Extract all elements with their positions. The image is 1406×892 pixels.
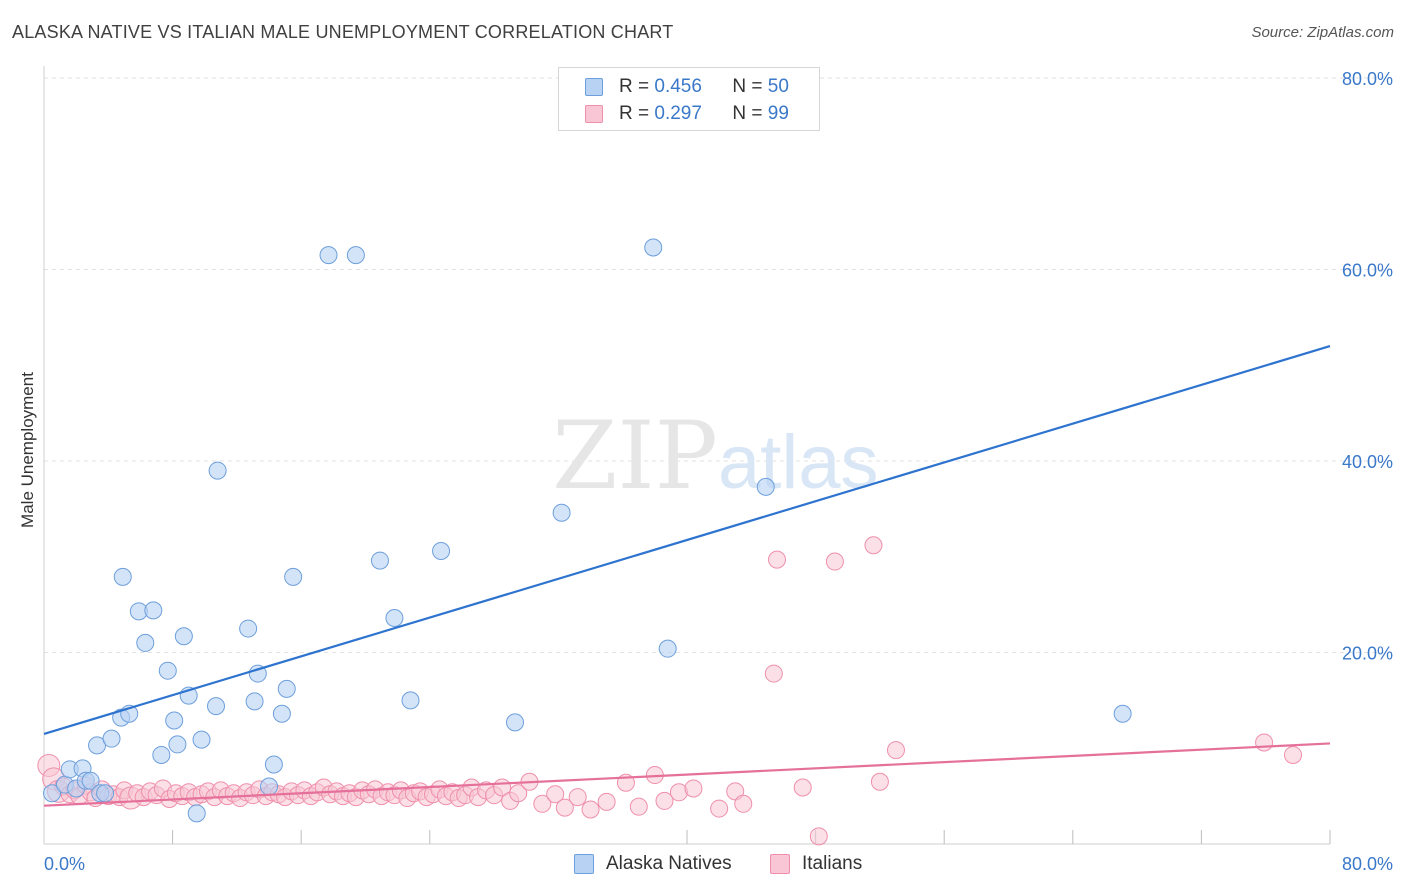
legend-n-value-alaska: 50 <box>767 76 789 97</box>
italians-point <box>568 788 587 807</box>
alaska-natives-point <box>264 755 283 774</box>
trend-lines <box>43 345 1331 807</box>
legend-row-alaska-natives: R = 0.456 N = 50 <box>585 75 789 99</box>
legend-swatch-blue <box>585 78 603 96</box>
legend-n-label: N = <box>732 76 763 97</box>
chart-title: ALASKA NATIVE VS ITALIAN MALE UNEMPLOYME… <box>12 22 674 42</box>
legend-n-value-italians: 99 <box>767 103 789 124</box>
italians-point <box>734 794 753 813</box>
italians-point <box>825 552 844 571</box>
alaska-natives-point <box>644 238 663 257</box>
bottom-legend-label-italians: Italians <box>802 853 863 874</box>
italians-point <box>809 827 828 846</box>
y-axis-title-wrap: Male Unemployment <box>17 300 39 600</box>
alaska-natives-point <box>260 777 279 796</box>
y-axis-title: Male Unemployment <box>18 372 37 528</box>
watermark-zip: ZIP <box>552 402 718 511</box>
alaska-natives-point <box>505 713 524 732</box>
alaska-natives-point <box>756 477 775 496</box>
alaska-natives-point <box>174 627 193 646</box>
alaska-natives-point <box>168 735 187 754</box>
alaska-natives-point <box>187 804 206 823</box>
italians-point <box>710 799 729 818</box>
alaska-natives-point <box>346 246 365 265</box>
y-tick-label: 40.0% <box>1342 452 1393 472</box>
legend-r-value-alaska: 0.456 <box>654 76 702 97</box>
italians-point <box>509 784 528 803</box>
alaska-natives-point <box>401 691 420 710</box>
alaska-natives-point <box>1113 704 1132 723</box>
alaska-natives-point <box>192 730 211 749</box>
x-tick-label-right: 80.0% <box>1342 854 1393 874</box>
alaska-natives-point <box>245 692 264 711</box>
italians-point <box>764 664 783 683</box>
alaska-natives-point <box>96 784 115 803</box>
italians-point <box>629 797 648 816</box>
italians-point <box>1284 745 1303 764</box>
alaska-natives-point <box>658 639 677 658</box>
alaska-natives-point <box>208 461 227 480</box>
bottom-legend-swatch-blue <box>574 854 594 874</box>
legend-n-label: N = <box>732 103 763 124</box>
watermark: ZIP atlas <box>552 402 878 511</box>
legend-row-italians: R = 0.297 N = 99 <box>585 102 789 126</box>
alaska-natives-point <box>81 771 100 790</box>
alaska-natives-point <box>248 664 267 683</box>
legend-swatch-pink <box>585 105 603 123</box>
legend-r-value-italians: 0.297 <box>654 103 702 124</box>
alaska-natives-point <box>136 633 155 652</box>
grid-lines <box>44 77 1392 653</box>
alaska-natives-point <box>277 679 296 698</box>
alaska-natives-point <box>113 567 132 586</box>
bottom-legend-italians: Italians <box>770 852 862 876</box>
alaska-natives-point <box>43 784 62 803</box>
italians-points <box>37 536 1303 846</box>
italians-point <box>793 778 812 797</box>
alaska-natives-point <box>102 729 121 748</box>
alaska-natives-points <box>43 238 1132 823</box>
italians-point <box>870 772 889 791</box>
stats-legend: R = 0.456 N = 50 R = 0.297 N = 99 <box>558 67 820 131</box>
y-tick-label: 20.0% <box>1342 644 1393 664</box>
italians-point <box>581 800 600 819</box>
italians-point <box>546 785 565 804</box>
italians-point <box>555 798 574 817</box>
source-note: Source: ZipAtlas.com <box>1251 24 1394 41</box>
alaska-natives-point <box>552 503 571 522</box>
alaska-natives-point <box>158 661 177 680</box>
x-tick-label-left: 0.0% <box>44 854 85 874</box>
italians-point <box>768 550 787 569</box>
alaska-natives-point <box>370 551 389 570</box>
alaska-natives-point <box>152 745 171 764</box>
italians-point <box>655 791 674 810</box>
y-tick-label: 80.0% <box>1342 69 1393 89</box>
alaska-natives-point <box>319 246 338 265</box>
italians-trendline <box>43 742 1331 807</box>
italians-point <box>533 794 552 813</box>
alaska-natives-trendline <box>43 345 1331 735</box>
watermark-atlas: atlas <box>718 420 879 505</box>
italians-point <box>684 779 703 798</box>
italians-point <box>1255 733 1274 752</box>
bottom-legend-swatch-pink <box>770 854 790 874</box>
legend-r-label: R = <box>619 103 650 124</box>
alaska-natives-point <box>144 601 163 620</box>
legend-r-label: R = <box>619 76 650 97</box>
alaska-natives-point <box>207 697 226 716</box>
italians-point <box>886 741 905 760</box>
alaska-natives-point <box>272 704 291 723</box>
alaska-natives-point <box>284 567 303 586</box>
tick-labels: 20.0% 40.0% 60.0% 80.0% 0.0% 80.0% <box>44 69 1393 874</box>
y-tick-label: 60.0% <box>1342 261 1393 281</box>
bottom-legend-label-alaska: Alaska Natives <box>606 853 732 874</box>
alaska-natives-point <box>432 542 451 561</box>
bottom-legend-alaska-natives: Alaska Natives <box>574 852 732 876</box>
alaska-natives-point <box>165 711 184 730</box>
italians-point <box>864 536 883 555</box>
alaska-natives-point <box>385 609 404 628</box>
alaska-natives-point <box>239 619 258 638</box>
italians-point <box>597 792 616 811</box>
